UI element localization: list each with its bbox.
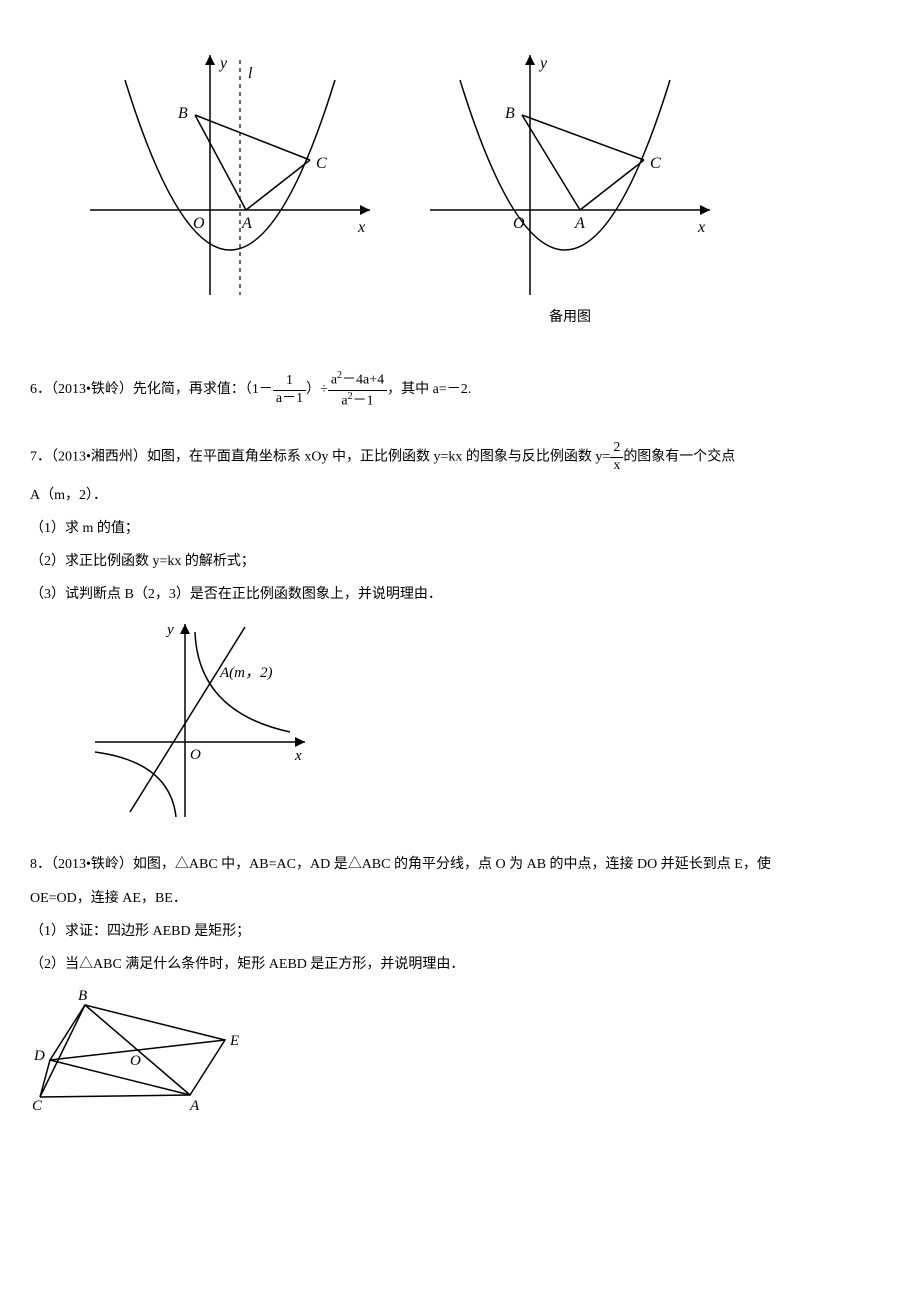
p8-line2: OE=OD，连接 AE，BE． [30,886,890,911]
parabola-figure-2: y B C O A x [420,40,720,300]
axis-y-label: y [218,55,228,72]
parabola-figure-1: y l B C O A x [80,40,380,300]
p7-sub3: （3）试判断点 B（2，3）是否在正比例函数图象上，并说明理由． [30,582,890,607]
p7-A-label: A(m，2) [219,665,273,681]
p8-E-label: E [229,1033,239,1049]
p6-frac2-den-rest: －1 [353,393,374,408]
p6-suffix: ，其中 a=－2. [387,382,471,397]
origin-O-label: O [513,215,525,232]
p6-frac1-den: a－1 [273,391,306,408]
p7-frac-den: x [610,458,623,475]
point-C-label: C [316,155,327,172]
point-B-label: B [178,105,188,122]
problem-8: 8．（2013•铁岭）如图，△ABC 中，AB=AC，AD 是△ABC 的角平分… [30,852,890,1115]
top-figures: y l B C O A x y B C O A x 备用图 [80,40,890,330]
point-B-label: B [505,105,515,122]
p7-sub1: （1）求 m 的值； [30,516,890,541]
p8-sub1: （1）求证：四边形 AEBD 是矩形； [30,919,890,944]
point-A-label: A [241,215,252,232]
axis-x-label: x [697,219,705,236]
p8-line1: 8．（2013•铁岭）如图，△ABC 中，AB=AC，AD 是△ABC 的角平分… [30,852,890,877]
p6-prefix: 6．（2013•铁岭）先化简，再求值：（1－ [30,382,273,397]
p7-figure: y x O A(m，2) [90,612,320,822]
p7-line2: A（m，2）． [30,483,890,508]
point-A-label: A [574,215,585,232]
p8-B-label: B [78,988,87,1004]
axis-x-label: x [357,219,365,236]
p8-D-label: D [33,1048,45,1064]
p6-frac1-num: 1 [273,373,306,391]
point-C-label: C [650,155,661,172]
axis-y-label: y [538,55,548,72]
p8-A-label: A [189,1098,200,1114]
p7-frac-num: 2 [610,440,623,458]
problem-6: 6．（2013•铁岭）先化简，再求值：（1－1a－1）÷a2－4a+4a2－1，… [30,370,890,410]
line-l-label: l [248,65,253,82]
p7-line1a: 7．（2013•湘西州）如图，在平面直角坐标系 xOy 中，正比例函数 y=kx… [30,450,610,465]
origin-O-label: O [193,215,205,232]
p7-x-label: x [294,748,302,764]
p7-line1b: 的图象有一个交点 [623,450,735,465]
figure-2-caption: 备用图 [420,305,720,330]
p8-O-label: O [130,1053,141,1069]
p7-y-label: y [165,622,174,638]
p7-O-label: O [190,747,201,763]
p8-figure: B D E O C A [30,985,250,1115]
figure-1: y l B C O A x [80,40,380,330]
p8-C-label: C [32,1098,43,1114]
p6-mid: ）÷ [306,382,328,397]
p8-sub2: （2）当△ABC 满足什么条件时，矩形 AEBD 是正方形，并说明理由． [30,952,890,977]
problem-7: 7．（2013•湘西州）如图，在平面直角坐标系 xOy 中，正比例函数 y=kx… [30,440,890,822]
figure-2: y B C O A x 备用图 [420,40,720,330]
p7-sub2: （2）求正比例函数 y=kx 的解析式； [30,549,890,574]
p6-frac2-num-rest: －4a+4 [342,373,384,388]
